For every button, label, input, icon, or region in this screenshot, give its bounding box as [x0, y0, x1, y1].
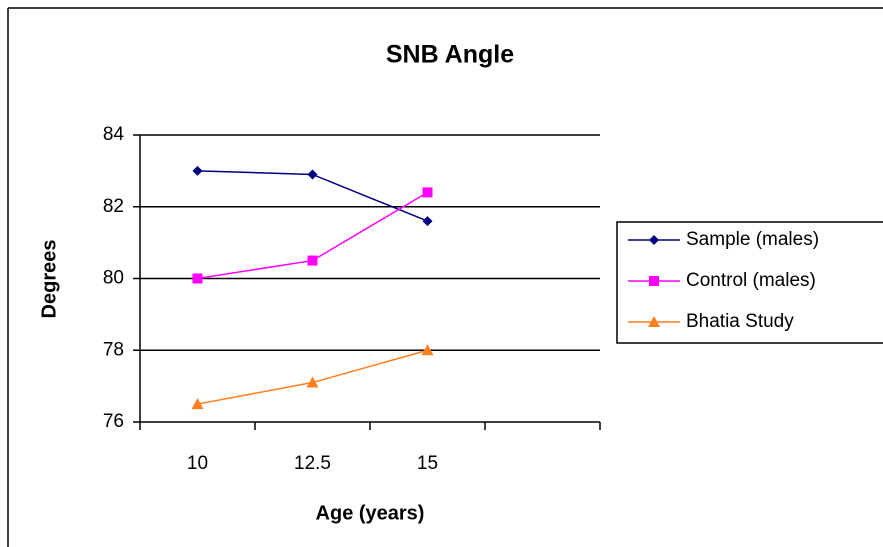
x-tick-label: 10 [187, 453, 208, 474]
legend-box [616, 221, 883, 344]
legend-marker [649, 276, 659, 286]
legend-label: Sample (males) [686, 229, 819, 250]
legend-marker [649, 235, 659, 245]
data-point [307, 255, 318, 266]
data-point [307, 169, 318, 180]
y-tick-label: 84 [103, 124, 125, 145]
y-tick-label: 82 [103, 196, 124, 217]
legend-label: Control (males) [686, 270, 816, 291]
data-point [192, 273, 203, 284]
chart-title: SNB Angle [386, 41, 514, 69]
legend-marker [648, 316, 660, 327]
series-line [197, 191, 428, 280]
data-point [192, 165, 203, 176]
x-tick-label: 15 [417, 453, 438, 474]
y-tick-label: 78 [103, 339, 124, 360]
data-point [306, 376, 319, 388]
data-point [422, 187, 433, 198]
x-tick-label: 12.5 [294, 453, 331, 474]
y-axis-label: Degrees [38, 240, 60, 319]
data-point [191, 398, 204, 410]
data-point [422, 216, 433, 227]
legend-label: Bhatia Study [686, 311, 794, 332]
y-tick-label: 80 [103, 268, 124, 289]
y-tick-label: 76 [103, 411, 124, 432]
x-axis-label: Age (years) [316, 502, 425, 524]
data-point [421, 344, 434, 356]
